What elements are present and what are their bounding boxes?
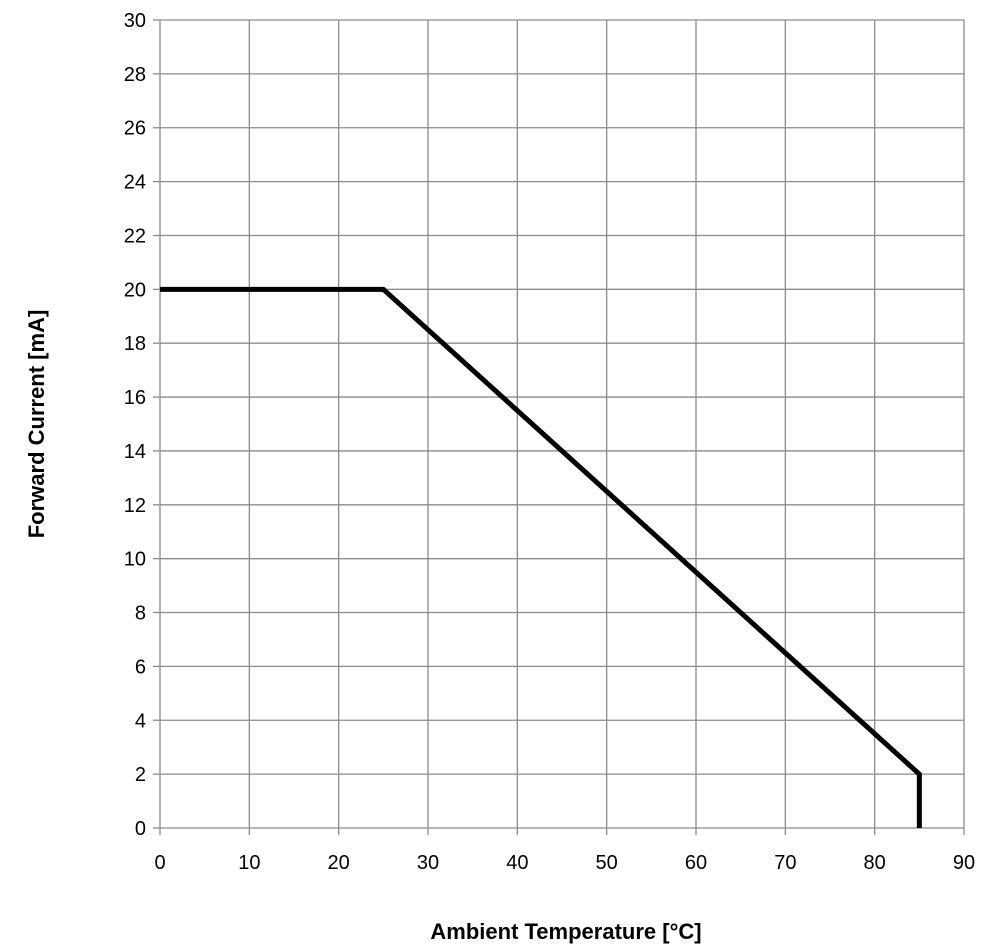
x-axis-title: Ambient Temperature [°C] <box>430 919 701 944</box>
x-tick-label: 20 <box>328 852 350 874</box>
y-tick-label: 28 <box>124 64 146 86</box>
y-tick-label: 16 <box>124 387 146 409</box>
y-axis-title: Forward Current [mA] <box>24 310 49 539</box>
y-tick-label: 8 <box>135 603 146 625</box>
y-tick-label: 2 <box>135 764 146 786</box>
series-layer <box>160 286 922 828</box>
y-tick-label: 14 <box>124 441 146 463</box>
y-tick-label: 4 <box>135 710 146 732</box>
y-tick-label: 22 <box>124 225 146 247</box>
y-tick-label: 12 <box>124 495 146 517</box>
x-tick-label: 90 <box>953 852 975 874</box>
y-tick-label: 24 <box>124 172 146 194</box>
y-tick-label: 0 <box>135 818 146 840</box>
series-line <box>160 286 922 828</box>
y-tick-label: 30 <box>124 10 146 32</box>
y-tick-label: 6 <box>135 656 146 678</box>
x-tick-label: 0 <box>154 852 165 874</box>
x-tick-label: 30 <box>417 852 439 874</box>
grid <box>159 19 965 829</box>
y-tick-label: 26 <box>124 118 146 140</box>
x-tick-label: 10 <box>238 852 260 874</box>
x-tick-label: 70 <box>774 852 796 874</box>
x-tick-label: 80 <box>864 852 886 874</box>
x-tick-label: 60 <box>685 852 707 874</box>
y-tick-label: 18 <box>124 333 146 355</box>
tick-marks <box>153 19 965 835</box>
x-tick-label: 50 <box>596 852 618 874</box>
x-tick-labels: 0 10 20 30 40 50 60 70 80 90 <box>154 852 975 874</box>
y-tick-label: 20 <box>124 279 146 301</box>
y-tick-label: 10 <box>124 549 146 571</box>
x-tick-label: 40 <box>506 852 528 874</box>
